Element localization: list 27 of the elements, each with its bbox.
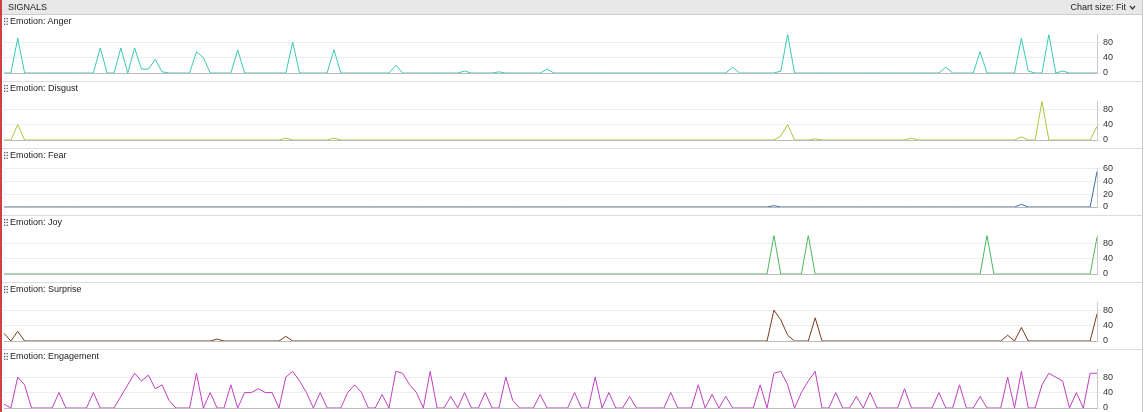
- y-tick-label: 40: [1103, 52, 1114, 63]
- y-tick-label: 40: [1103, 175, 1114, 186]
- chart-title: Emotion: Joy: [10, 216, 63, 228]
- chart-title: Emotion: Anger: [10, 15, 72, 27]
- y-tick-label: 40: [1103, 119, 1114, 130]
- y-tick-label: 80: [1103, 237, 1114, 248]
- chart-title: Emotion: Fear: [10, 149, 67, 161]
- y-tick-label: 0: [1103, 335, 1109, 346]
- y-tick-label: 0: [1103, 67, 1109, 78]
- y-tick-label: 0: [1103, 134, 1109, 145]
- y-tick-label: 0: [1103, 201, 1109, 212]
- y-tick-label: 40: [1103, 320, 1114, 331]
- y-tick-label: 0: [1103, 402, 1109, 412]
- text: Chart size: Fit: [1070, 1, 1126, 14]
- y-tick-label: 40: [1103, 253, 1114, 264]
- chart-title: Emotion: Disgust: [10, 82, 79, 94]
- y-tick-label: 80: [1103, 103, 1114, 114]
- y-tick-label: 80: [1103, 36, 1114, 47]
- y-tick-label: 0: [1103, 268, 1109, 279]
- chart-title: Emotion: Surprise: [10, 283, 82, 295]
- y-tick-label: 60: [1103, 162, 1114, 173]
- y-tick-label: 20: [1103, 188, 1114, 199]
- y-tick-label: 80: [1103, 371, 1114, 382]
- chart-title: Emotion: Engagement: [10, 350, 100, 362]
- y-tick-label: 40: [1103, 387, 1114, 398]
- y-tick-label: 80: [1103, 304, 1114, 315]
- text: SIGNALS: [8, 1, 48, 14]
